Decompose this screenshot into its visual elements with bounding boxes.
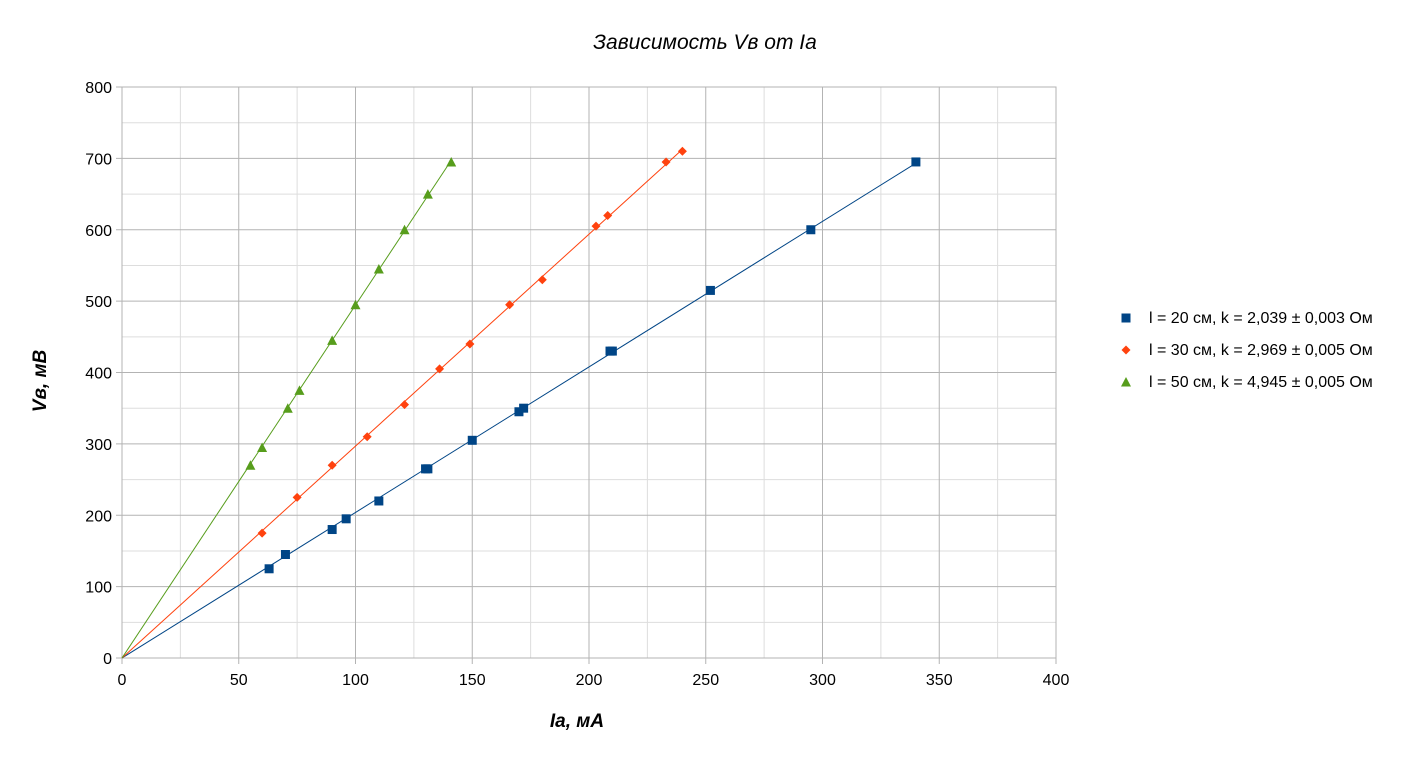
data-point-series-1 [911, 157, 921, 167]
legend-label-series-1: l = 20 см, k = 2,039 ± 0,003 Ом [1149, 310, 1373, 327]
x-tick-label: 300 [809, 672, 836, 689]
major-gridlines [121, 86, 1057, 659]
x-axis-title: Ia, мА [550, 711, 604, 732]
data-point-series-1 [467, 435, 477, 445]
y-tick-label: 700 [85, 151, 112, 168]
legend-label-series-2: l = 30 см, k = 2,969 ± 0,005 Ом [1149, 342, 1373, 359]
data-point-series-2 [677, 146, 687, 156]
data-point-series-3 [257, 442, 268, 452]
y-tick-label: 0 [103, 651, 112, 668]
data-point-series-1 [327, 525, 337, 535]
data-point-series-1 [423, 464, 433, 474]
data-point-series-1 [514, 407, 524, 417]
data-point-series-1 [280, 550, 290, 560]
data-point-series-2 [505, 300, 515, 310]
data-point-series-3 [327, 335, 338, 345]
data-point-series-3 [350, 299, 361, 310]
trendlines [121, 149, 917, 659]
data-point-series-3 [446, 156, 457, 167]
data-point-series-1 [374, 496, 384, 506]
chart-title: Зависимость Vв от Ia [593, 31, 817, 54]
data-point-series-3 [422, 189, 433, 199]
data-point-series-1 [806, 225, 816, 235]
data-point-series-3 [399, 224, 410, 235]
data-point-series-2 [537, 275, 547, 285]
data-point-series-2 [661, 157, 671, 167]
data-markers [245, 146, 921, 574]
x-tick-label: 50 [230, 672, 248, 689]
data-point-series-2 [603, 210, 613, 220]
data-point-series-1 [519, 403, 529, 413]
legend-label-series-3: l = 50 см, k = 4,945 ± 0,005 Ом [1149, 374, 1373, 391]
data-point-series-3 [282, 403, 293, 413]
x-tick-label: 150 [459, 672, 486, 689]
legend-marker-series-2 [1121, 345, 1131, 355]
y-tick-label: 200 [85, 508, 112, 525]
x-tick-label: 250 [692, 672, 719, 689]
data-point-series-3 [245, 460, 256, 470]
y-axis-title: Vв, мВ [30, 349, 51, 412]
x-tick-label: 0 [118, 672, 127, 689]
y-tick-label: 300 [85, 437, 112, 454]
data-point-series-2 [465, 339, 475, 349]
data-point-series-2 [257, 528, 267, 538]
data-point-series-1 [705, 285, 715, 295]
data-point-series-2 [292, 492, 302, 502]
data-point-series-3 [294, 385, 305, 395]
y-tick-label: 100 [85, 580, 112, 597]
y-tick-label: 500 [85, 294, 112, 311]
y-axis-ticks: 0 100 200 300 400 500 600 700 800 [85, 80, 122, 668]
x-tick-label: 400 [1043, 672, 1070, 689]
data-point-series-1 [607, 346, 617, 356]
data-point-series-2 [400, 400, 410, 410]
data-point-series-1 [341, 514, 351, 524]
y-tick-label: 400 [85, 366, 112, 383]
y-tick-label: 600 [85, 223, 112, 240]
data-point-series-1 [264, 564, 274, 574]
x-tick-label: 100 [342, 672, 369, 689]
x-axis-ticks: 0 50 100 150 200 250 300 350 400 [118, 658, 1070, 689]
legend: l = 20 см, k = 2,039 ± 0,003 Ом l = 30 см… [1121, 310, 1373, 391]
data-point-series-3 [373, 264, 384, 274]
x-tick-label: 350 [926, 672, 953, 689]
x-tick-label: 200 [576, 672, 603, 689]
data-point-series-2 [327, 460, 337, 470]
y-tick-label: 800 [85, 80, 112, 97]
data-point-series-2 [591, 221, 601, 231]
legend-marker-series-3 [1121, 377, 1131, 387]
data-point-series-2 [435, 364, 445, 374]
data-point-series-2 [362, 432, 372, 442]
legend-marker-series-1 [1121, 313, 1131, 323]
